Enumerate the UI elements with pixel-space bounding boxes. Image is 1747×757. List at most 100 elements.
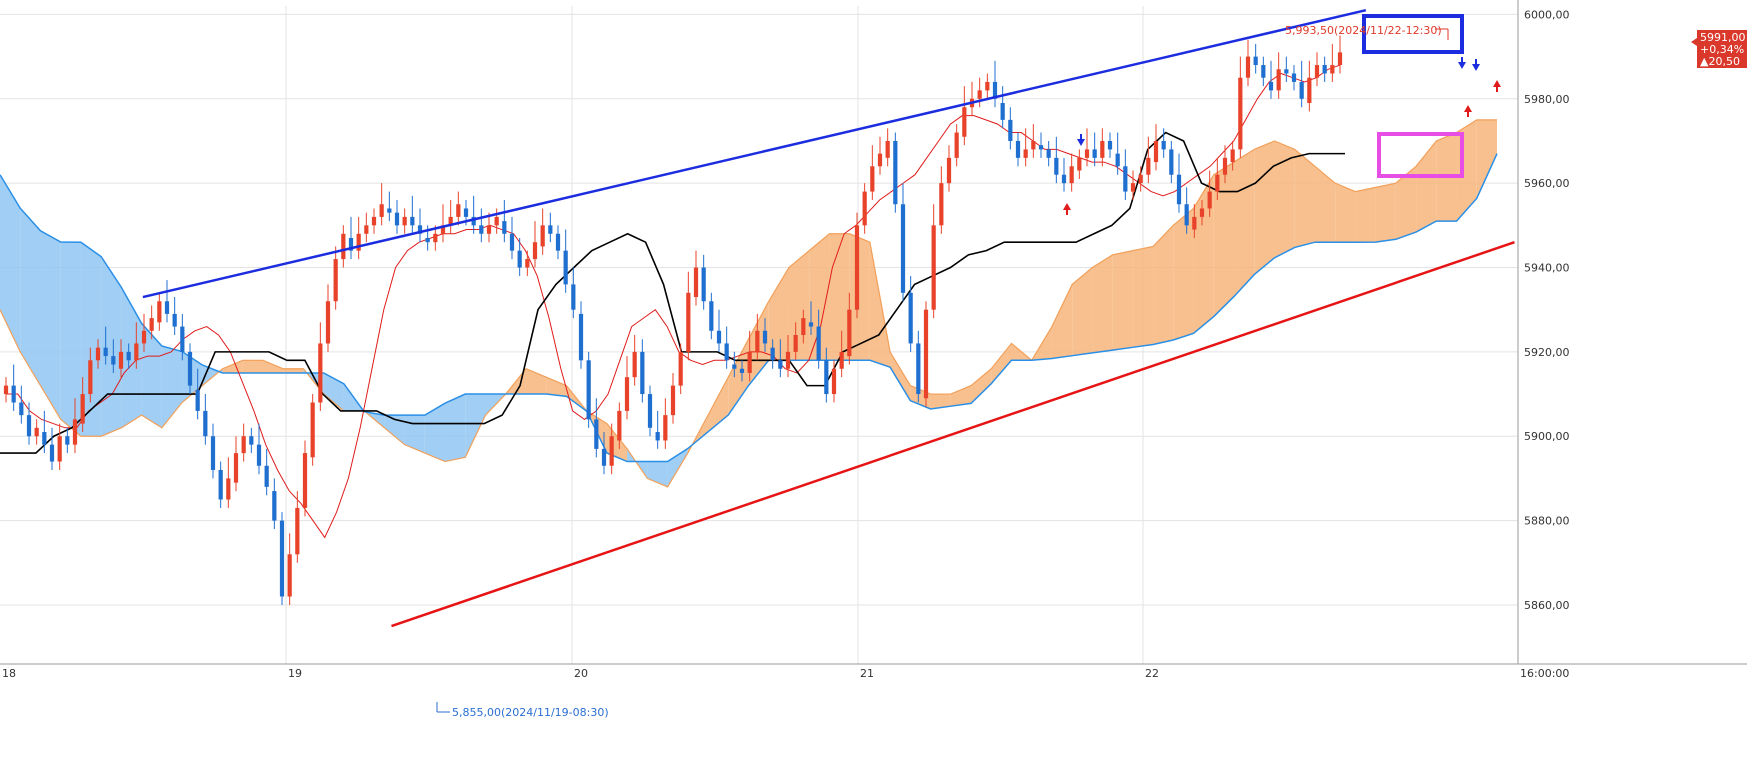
candle-body [256,444,262,466]
candle-body [870,166,875,192]
candle-body [410,216,415,226]
candle-body [1222,157,1228,175]
candle-body [578,313,584,361]
candle-body [693,267,699,298]
cloud-segment [1355,187,1376,243]
candle-body [126,351,131,361]
low-annotation: 5,855,00(2024/11/19-08:30) [452,706,609,719]
candle-body [555,233,561,251]
buy-signal-arrow [1063,203,1071,210]
cloud-segment [1173,208,1194,341]
candle-body [885,140,890,158]
candle-body [241,436,246,454]
candle-body [655,432,660,441]
candle-body [701,267,706,302]
y-tick-label: 5960,00 [1524,177,1570,190]
candle-body [939,183,944,226]
x-tick-label: 19 [288,667,302,680]
candle-body [3,385,9,395]
candle-body [348,237,354,251]
candle-body [164,301,170,314]
candle-body [1084,149,1090,158]
cloud-segment [20,208,41,386]
candle-body [908,292,913,344]
last-price-value: 5991,00 [1700,31,1746,44]
candle-body [364,225,369,234]
candle-body [95,347,101,361]
cloud-segment [1314,166,1336,243]
candle-body [1008,119,1013,141]
candle-body [80,394,85,424]
candle-body [1146,157,1151,175]
cloud-segment [0,174,21,352]
cloud-segment [768,267,789,361]
upper-trendline [142,9,1367,299]
cloud-segment [404,415,425,454]
candle-body [1307,77,1312,104]
candle-body [141,330,147,344]
cloud-segment [1416,140,1437,233]
cloud-segment [525,368,547,395]
y-tick-label: 5940,00 [1524,262,1570,275]
candle-body [900,204,906,293]
y-tick-label: 6000,00 [1524,8,1570,21]
x-tick-label: 18 [2,667,16,680]
candle-body [233,453,239,483]
candle-body [49,444,55,462]
candle-body [877,153,883,167]
candle-body [157,301,162,323]
cloud-segment [1476,119,1497,199]
x-tick-label: 22 [1145,667,1159,680]
candle-body [356,233,361,251]
cloud-segment [262,360,284,373]
candle-body [1153,140,1159,163]
candle-body [440,225,446,234]
cloud-segment [323,372,344,411]
indicator-lines [0,64,1498,539]
candle-body [977,90,982,99]
senkou-span-b [0,153,1498,463]
highlights: 5,993,50(2024/11/22-12:30) 5,855,00(2024/… [436,14,1501,719]
ichimoku-cloud [0,119,1497,487]
candle-body [26,415,32,437]
candle-body [1230,149,1235,163]
candle-body [287,554,292,597]
cloud-segment [141,323,162,428]
candle-body [1322,65,1327,74]
last-price-change: ▲20,50 [1700,55,1740,68]
cloud-segment [829,233,850,361]
candle-body [456,204,461,217]
cloud-segment [424,403,446,462]
cloud-segment [788,250,810,361]
candle-body [333,259,338,302]
candle-body [1123,166,1128,192]
candle-body [762,330,768,344]
candle-body [325,301,331,344]
candle-body [824,360,829,395]
candle-body [371,216,377,226]
senkou-span-a [0,119,1497,488]
cloud-segment [1112,250,1133,351]
candle-body [946,157,952,184]
candle-body [563,250,568,285]
cloud-segment [1092,254,1113,353]
candle-body [1215,174,1220,192]
cloud-segment [950,385,972,407]
candle-body [394,212,400,226]
candle-body [379,204,384,217]
candle-body [962,107,967,137]
candle-body [517,250,522,268]
candle-body [778,360,783,369]
candle-body [1284,69,1289,74]
candle-body [1207,191,1212,209]
candle-body [525,259,530,268]
candle-body [624,377,630,411]
candle-body [471,216,476,226]
cloud-segment [161,345,183,428]
cloud-segment [1395,166,1417,240]
candle-body [923,309,929,399]
cloud-segment [283,368,304,373]
cloud-segment [1375,183,1396,243]
candle-body [417,225,423,234]
cloud-segment [1274,140,1295,258]
